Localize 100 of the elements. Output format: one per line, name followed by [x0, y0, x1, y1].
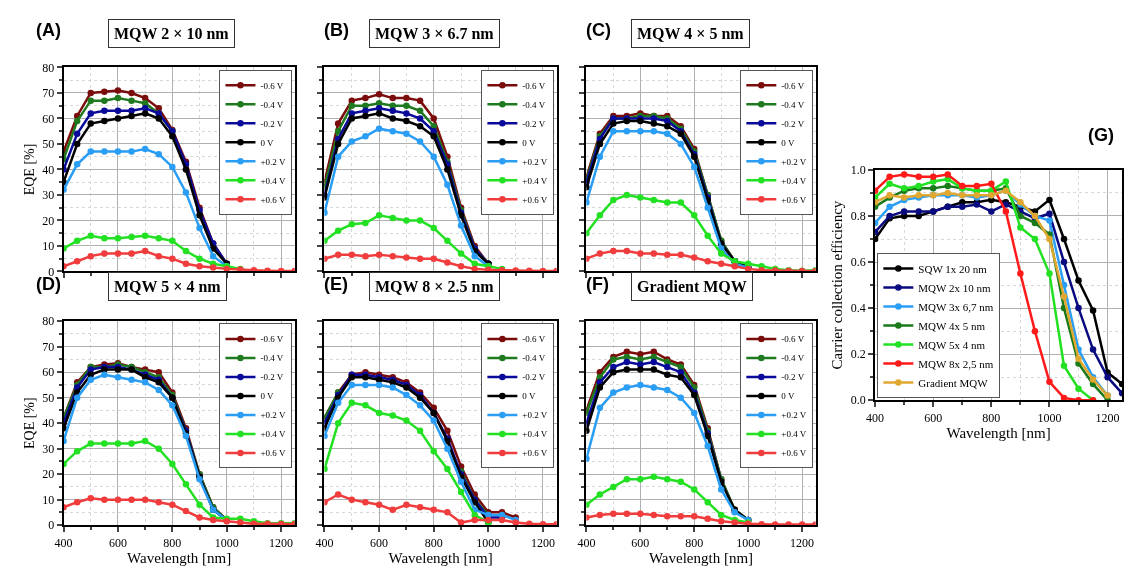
legend-label: +0.2 V: [260, 156, 286, 167]
legend-label: +0.4 V: [522, 175, 548, 186]
y-tick-label: 10: [42, 239, 55, 254]
y-tick-label: 80: [42, 314, 55, 329]
x-tick-label: 1000: [214, 535, 239, 550]
y-tick-label: 0.0: [850, 393, 866, 408]
y-tick-label: 1.0: [850, 163, 866, 178]
chart-title: (F): [586, 274, 609, 294]
legend-label: -0.6 V: [260, 334, 284, 345]
legend-label: SQW 1x 20 nm: [918, 262, 988, 275]
x-tick-label: 400: [315, 535, 334, 550]
legend-label: +0.4 V: [781, 429, 807, 440]
legend-label: +0.2 V: [781, 156, 807, 167]
x-tick-label: 800: [982, 410, 1001, 425]
legend-label: Gradient MQW: [918, 376, 989, 389]
legend-label: +0.2 V: [522, 156, 548, 167]
legend-label: 0 V: [260, 391, 275, 402]
y-tick-label: 50: [42, 137, 55, 152]
legend-label: +0.2 V: [522, 410, 548, 421]
legend-label: -0.4 V: [781, 99, 805, 110]
y-tick-label: 70: [42, 86, 55, 101]
legend-label: MQW 8x 2,5 nm: [918, 357, 994, 370]
legend-label: -0.4 V: [522, 353, 546, 364]
chart-title: (E): [324, 274, 348, 294]
legend-label: -0.4 V: [522, 99, 546, 110]
y-tick-label: 60: [42, 111, 55, 126]
x-tick-label: 800: [424, 535, 443, 550]
chart-subtitle: MQW 8 × 2.5 nm: [375, 278, 495, 295]
legend-label: -0.4 V: [260, 99, 284, 110]
legend-label: +0.6 V: [522, 448, 548, 459]
legend-label: +0.2 V: [781, 410, 807, 421]
legend-label: +0.6 V: [260, 448, 286, 459]
legend-label: -0.2 V: [781, 118, 805, 129]
y-tick-label: 0.8: [850, 209, 866, 224]
x-tick-label: 600: [108, 535, 127, 550]
legend-label: 0 V: [522, 391, 536, 402]
x-axis-title: Wavelength [nm]: [946, 425, 1051, 442]
chart-subtitle: Gradient MQW: [637, 278, 747, 295]
y-tick-label: 0.2: [850, 347, 866, 362]
legend-label: +0.6 V: [781, 448, 807, 459]
chart-title: (G): [1088, 125, 1114, 145]
y-tick-label: 30: [42, 441, 55, 456]
chart-title: (D): [36, 274, 61, 294]
legend-label: -0.6 V: [781, 80, 805, 91]
chart-subtitle: MQW 2 × 10 nm: [114, 25, 230, 42]
legend-label: MQW 5x 4 nm: [918, 338, 986, 351]
legend-label: +0.4 V: [260, 429, 286, 440]
legend-label: 0 V: [781, 391, 795, 402]
x-tick-label: 800: [163, 535, 182, 550]
legend-label: +0.4 V: [781, 175, 807, 186]
legend-label: -0.6 V: [260, 80, 284, 91]
y-tick-label: 60: [42, 365, 55, 380]
x-tick-label: 400: [866, 410, 885, 425]
legend-label: 0 V: [781, 137, 795, 148]
chart-title: (C): [586, 20, 611, 40]
legend-label: -0.2 V: [260, 118, 284, 129]
legend-label: +0.6 V: [260, 194, 286, 205]
x-tick-label: 1200: [1095, 410, 1120, 425]
y-tick-label: 20: [42, 467, 55, 482]
y-axis-title: EQE [%]: [22, 143, 38, 196]
chart-subtitle: MQW 4 × 5 nm: [637, 25, 745, 42]
chart-title: (B): [324, 20, 349, 40]
y-tick-label: 0.6: [850, 255, 866, 270]
legend-label: 0 V: [260, 137, 275, 148]
x-tick-label: 1200: [269, 535, 294, 550]
legend-label: 0 V: [522, 137, 536, 148]
x-axis-title: Wavelength [nm]: [388, 550, 493, 567]
legend-label: -0.2 V: [260, 372, 284, 383]
chart-title: (A): [36, 20, 61, 40]
legend-label: -0.4 V: [781, 353, 805, 364]
legend-label: MQW 3x 6,7 nm: [918, 300, 994, 313]
x-tick-label: 600: [370, 535, 389, 550]
x-tick-label: 1000: [736, 535, 761, 550]
legend-label: +0.2 V: [260, 410, 286, 421]
y-tick-label: 40: [42, 162, 55, 177]
legend-label: MQW 2x 10 nm: [918, 281, 991, 294]
legend-label: -0.6 V: [522, 334, 546, 345]
x-axis-title: Wavelength [nm]: [127, 550, 232, 567]
y-tick-label: 70: [42, 339, 55, 354]
y-tick-label: 40: [42, 416, 55, 431]
y-tick-label: 30: [42, 188, 55, 203]
x-tick-label: 1000: [476, 535, 501, 550]
x-tick-label: 1200: [790, 535, 815, 550]
legend-label: +0.4 V: [522, 429, 548, 440]
x-tick-label: 800: [685, 535, 704, 550]
y-tick-label: 0.4: [850, 301, 866, 316]
legend-label: -0.2 V: [781, 372, 805, 383]
chart-subtitle: MQW 3 × 6.7 nm: [375, 25, 495, 42]
x-tick-label: 1000: [1037, 410, 1062, 425]
x-tick-label: 600: [631, 535, 650, 550]
legend-label: -0.2 V: [522, 372, 546, 383]
legend-label: -0.6 V: [522, 80, 546, 91]
x-tick-label: 600: [924, 410, 943, 425]
x-tick-label: 400: [54, 535, 73, 550]
legend-label: +0.4 V: [260, 175, 286, 186]
legend-label: -0.4 V: [260, 353, 284, 364]
y-axis-title: EQE [%]: [22, 397, 38, 449]
legend-label: +0.6 V: [522, 194, 548, 205]
chart-subtitle: MQW 5 × 4 nm: [114, 278, 222, 295]
x-tick-label: 400: [577, 535, 596, 550]
